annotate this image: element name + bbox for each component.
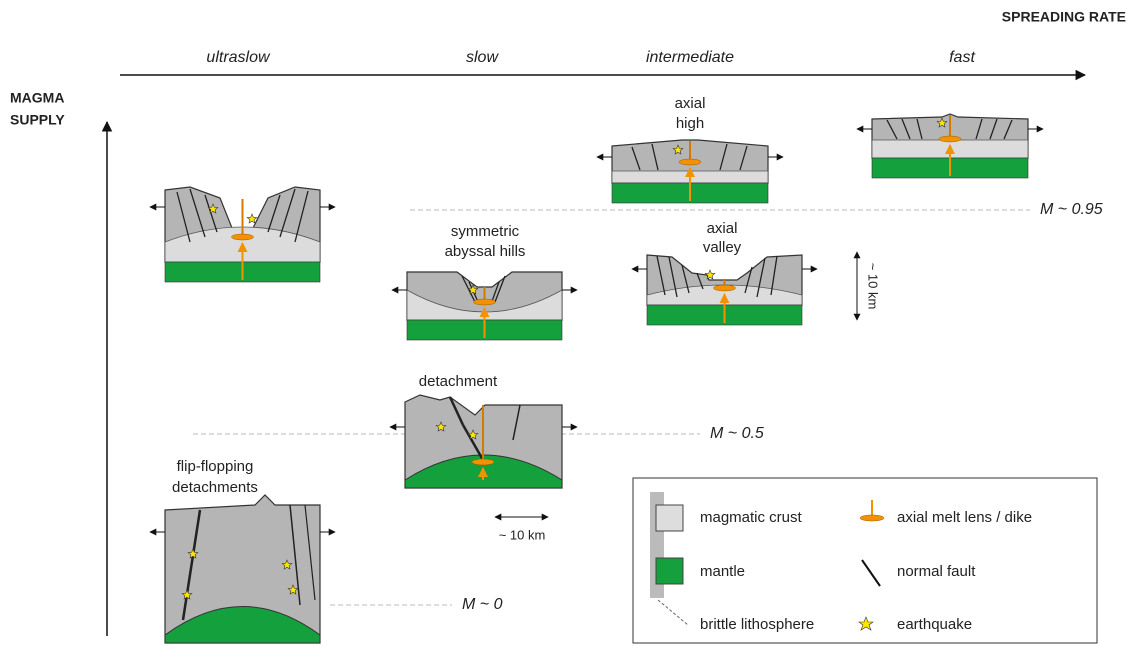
panel-label: symmetric	[451, 223, 520, 240]
legend-label: normal fault	[897, 563, 976, 580]
panel-label: valley	[703, 239, 742, 256]
panel-label: detachments	[172, 479, 258, 496]
melt-lens	[939, 136, 961, 142]
rate-label: ultraslow	[206, 49, 271, 66]
scale-label: ~ 10 km	[866, 263, 881, 310]
panel-label: detachment	[419, 373, 498, 390]
page: {"header": {"spreading_rate": "SPREADING…	[0, 0, 1137, 646]
melt-lens	[679, 159, 701, 165]
legend-label: axial melt lens / dike	[897, 509, 1032, 526]
diagram: SPREADING RATE MAGMA SUPPLY ultraslow sl…	[0, 0, 1137, 646]
legend-label: brittle lithosphere	[700, 616, 814, 633]
x-axis-title: SPREADING RATE	[1002, 9, 1126, 25]
legend-swatch	[656, 505, 683, 531]
legend-label: magmatic crust	[700, 509, 803, 526]
level-label: M ~ 0.5	[710, 425, 764, 442]
melt-lens	[232, 234, 254, 240]
melt-lens	[474, 299, 496, 305]
panel-label: flip-flopping	[177, 458, 254, 475]
rate-label: fast	[949, 49, 975, 66]
y-axis-title: MAGMA	[10, 90, 64, 106]
melt-lens	[472, 459, 494, 465]
level-label: M ~ 0	[462, 596, 503, 613]
legend-lens	[860, 515, 884, 521]
y-axis-title: SUPPLY	[10, 112, 65, 128]
earthquake	[247, 214, 257, 223]
legend-label: mantle	[700, 563, 745, 580]
panel-label: axial	[675, 95, 706, 112]
legend-swatch	[656, 558, 683, 584]
level-label: M ~ 0.95	[1040, 201, 1103, 218]
panel-label: high	[676, 115, 704, 132]
panel-label: axial	[707, 220, 738, 237]
rate-label: slow	[466, 49, 499, 66]
melt-lens	[714, 285, 736, 291]
panel-label: abyssal hills	[445, 243, 526, 260]
legend-label: earthquake	[897, 616, 972, 633]
scale-label: ~ 10 km	[499, 527, 546, 542]
rate-label: intermediate	[646, 49, 734, 66]
